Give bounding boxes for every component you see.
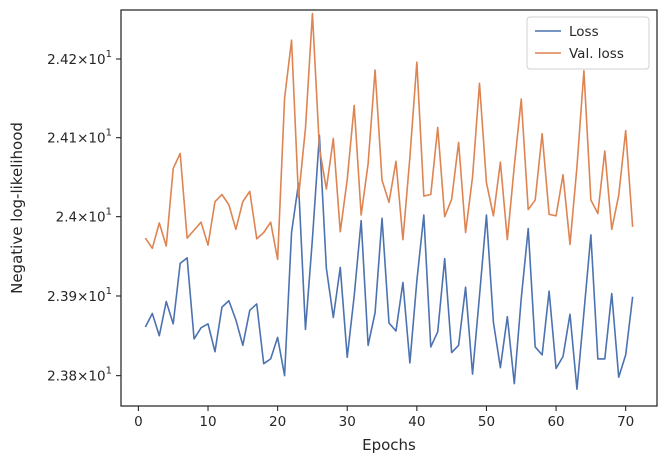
x-tick-label: 10 bbox=[199, 414, 216, 430]
legend: Loss Val. loss bbox=[526, 16, 650, 70]
x-tick-label: 40 bbox=[408, 414, 425, 430]
x-axis-title: Epochs bbox=[362, 436, 416, 454]
series-lines bbox=[144, 12, 634, 391]
x-tick-label: 0 bbox=[134, 414, 143, 430]
y-tick-label: 2.4×101 bbox=[56, 207, 112, 226]
y-axis: 2.38×101 2.39×101 2.4×101 2.41×101 2.42×101 bbox=[47, 49, 121, 385]
series-line-1 bbox=[144, 12, 634, 261]
x-axis: 0 10 20 30 40 50 60 70 bbox=[134, 406, 634, 430]
legend-label-1: Val. loss bbox=[569, 46, 624, 62]
y-tick-label: 2.38×101 bbox=[47, 366, 112, 385]
x-tick-label: 20 bbox=[269, 414, 286, 430]
y-tick-label: 2.41×101 bbox=[47, 128, 112, 147]
x-tick-label: 70 bbox=[617, 414, 634, 430]
plot-area-frame bbox=[120, 9, 658, 407]
legend-box bbox=[526, 16, 650, 70]
x-tick-label: 60 bbox=[547, 414, 564, 430]
series-line-0 bbox=[144, 134, 634, 391]
legend-label-0: Loss bbox=[569, 24, 599, 40]
y-axis-title: Negative log-likelihood bbox=[8, 122, 26, 294]
y-tick-label: 2.39×101 bbox=[47, 286, 112, 305]
y-tick-label: 2.42×101 bbox=[47, 49, 112, 68]
x-tick-label: 30 bbox=[339, 414, 356, 430]
x-tick-label: 50 bbox=[478, 414, 495, 430]
